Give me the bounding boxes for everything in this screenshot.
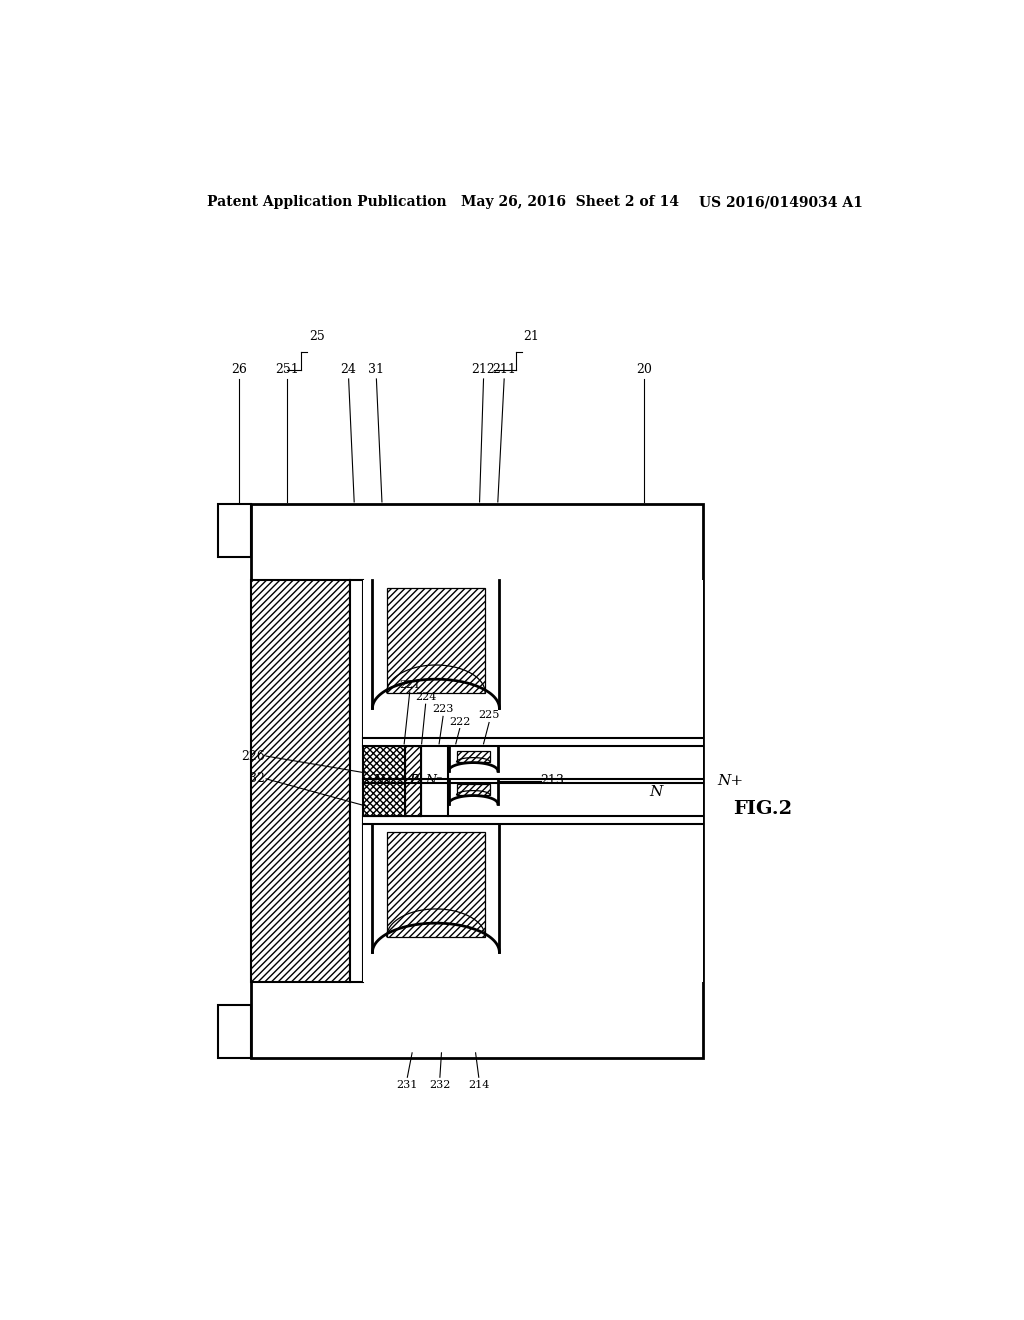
Text: 21: 21 — [523, 330, 539, 343]
Text: N: N — [649, 785, 663, 799]
Text: 251: 251 — [274, 363, 299, 376]
Text: May 26, 2016  Sheet 2 of 14: May 26, 2016 Sheet 2 of 14 — [461, 195, 679, 209]
Text: 222: 222 — [450, 717, 470, 726]
Text: 225: 225 — [478, 710, 500, 721]
Text: US 2016/0149034 A1: US 2016/0149034 A1 — [699, 195, 863, 209]
Bar — [362, 581, 703, 982]
Bar — [362, 779, 404, 816]
Bar — [218, 504, 251, 557]
Text: 221: 221 — [399, 680, 421, 690]
Text: 226: 226 — [241, 750, 264, 763]
Text: 224: 224 — [415, 692, 436, 702]
Text: 214: 214 — [468, 1080, 489, 1090]
Text: Patent Application Publication: Patent Application Publication — [207, 195, 447, 209]
Bar — [362, 746, 404, 783]
Text: N+: N+ — [718, 774, 743, 788]
Bar — [387, 589, 485, 693]
Text: 213: 213 — [541, 775, 564, 788]
Text: 32: 32 — [249, 772, 264, 785]
Text: 31: 31 — [369, 363, 384, 376]
Text: P: P — [409, 775, 417, 788]
Text: 223: 223 — [432, 705, 454, 714]
Bar — [457, 751, 489, 762]
Bar — [404, 746, 421, 783]
Text: 211: 211 — [493, 363, 516, 376]
Text: N+: N+ — [373, 775, 394, 788]
Text: P: P — [409, 775, 417, 788]
Bar — [251, 504, 703, 1057]
Bar — [218, 1005, 251, 1057]
Text: FIG.2: FIG.2 — [733, 800, 793, 818]
Text: 24: 24 — [341, 363, 356, 376]
Text: 231: 231 — [396, 1080, 418, 1090]
Text: N⁻: N⁻ — [426, 775, 443, 788]
Bar — [404, 779, 421, 816]
Bar — [457, 784, 489, 795]
Text: 25: 25 — [309, 330, 325, 343]
Bar — [251, 581, 350, 982]
Text: 232: 232 — [429, 1080, 451, 1090]
Bar — [387, 833, 485, 937]
Text: 20: 20 — [636, 363, 652, 376]
Bar — [350, 581, 362, 982]
Text: 212: 212 — [472, 363, 496, 376]
Text: 26: 26 — [231, 363, 247, 376]
